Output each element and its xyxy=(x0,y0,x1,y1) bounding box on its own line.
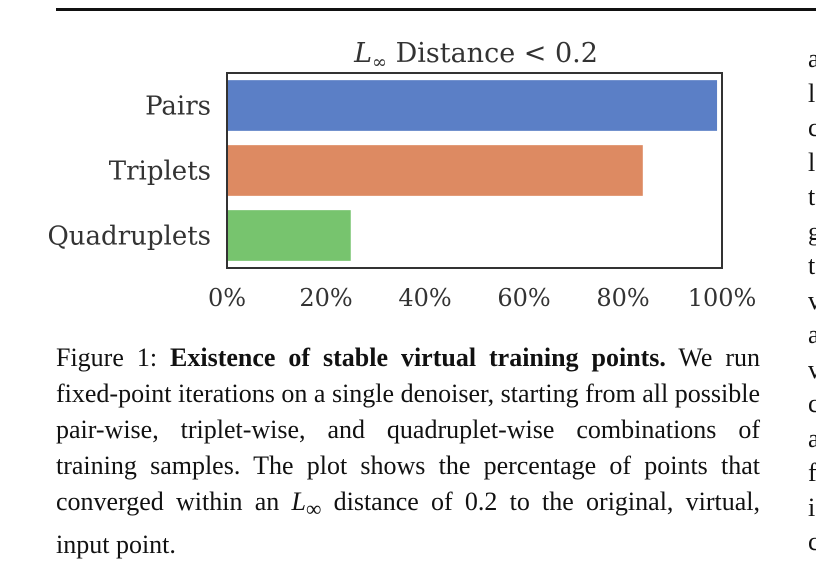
bar-triplets xyxy=(227,145,643,196)
plot-frame xyxy=(226,72,723,269)
x-tick-label: 60% xyxy=(497,284,550,312)
right-column-fragment: a xyxy=(808,320,816,349)
right-column-fragment: c xyxy=(808,527,816,556)
right-column-fragment: t xyxy=(808,182,816,211)
caption-text-2: distance of 0.2 to the original, virtual… xyxy=(56,487,761,560)
x-tick-label: 40% xyxy=(398,284,451,312)
right-column-fragment: i xyxy=(808,492,816,522)
x-tick-label: 0% xyxy=(208,284,246,312)
caption-text-1: We run fixed-point iterations on a singl… xyxy=(56,343,761,516)
right-column-fragment: c xyxy=(808,113,816,142)
right-column-fragment: l xyxy=(808,147,816,177)
figure-caption: Figure 1: Existence of stable virtual tr… xyxy=(56,340,760,563)
caption-math-sub: ∞ xyxy=(305,497,322,522)
right-column-fragment: g xyxy=(808,216,816,246)
chart-title: L∞ Distance < 0.2 xyxy=(353,38,598,73)
right-column-fragment: l xyxy=(808,78,816,108)
right-column-fragment: v xyxy=(808,285,816,315)
right-column-fragment: t xyxy=(808,251,816,280)
top-rule xyxy=(56,8,816,11)
chart-title-sub: ∞ xyxy=(372,52,387,73)
x-tick-label: 80% xyxy=(596,284,649,312)
x-tick-label: 100% xyxy=(688,284,757,312)
caption-math-base: L xyxy=(291,487,306,516)
caption-label: Figure 1: xyxy=(56,343,171,372)
y-label-pairs: Pairs xyxy=(145,92,211,122)
right-column-fragment: a xyxy=(808,423,816,453)
y-label-quadruplets: Quadruplets xyxy=(47,222,211,252)
bar-quadruplets xyxy=(227,210,351,261)
bar-pairs xyxy=(227,80,718,131)
chart-title-prefix: L xyxy=(353,38,372,69)
bar-chart: L∞ Distance < 0.2 Pairs Triplets Quadruple… xyxy=(47,38,757,312)
x-tick-label: 20% xyxy=(299,284,352,312)
y-label-triplets: Triplets xyxy=(109,157,211,187)
right-column-fragment: f xyxy=(808,458,816,487)
chart-title-rest: Distance < 0.2 xyxy=(387,38,598,69)
right-column-fragment: v xyxy=(808,354,816,384)
right-column-fragment: c xyxy=(808,389,816,418)
caption-bold-title: Existence of stable virtual training poi… xyxy=(170,343,666,372)
right-column-fragment: a xyxy=(808,44,816,73)
